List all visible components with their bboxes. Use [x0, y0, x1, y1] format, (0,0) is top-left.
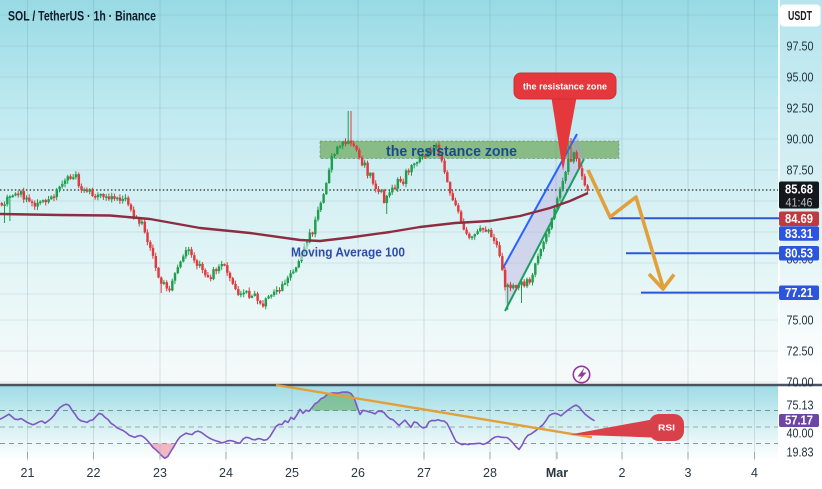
- svg-text:40.00: 40.00: [787, 427, 814, 441]
- svg-text:4: 4: [751, 466, 758, 480]
- svg-text:the resistance zone: the resistance zone: [523, 82, 607, 93]
- svg-text:90.00: 90.00: [787, 133, 814, 147]
- svg-text:the resistance zone: the resistance zone: [386, 144, 517, 160]
- svg-text:SOL / TetherUS · 1h · Binance: SOL / TetherUS · 1h · Binance: [8, 9, 156, 24]
- svg-text:75.13: 75.13: [787, 399, 814, 413]
- svg-text:25: 25: [285, 466, 299, 480]
- svg-text:97.50: 97.50: [787, 40, 814, 54]
- svg-text:83.31: 83.31: [785, 227, 813, 241]
- svg-text:RSI: RSI: [658, 423, 675, 433]
- svg-text:21: 21: [21, 466, 35, 480]
- svg-text:USDT: USDT: [788, 9, 812, 23]
- svg-text:80.53: 80.53: [785, 247, 813, 261]
- svg-text:85.68: 85.68: [785, 183, 813, 197]
- svg-text:72.50: 72.50: [787, 345, 814, 359]
- svg-text:19.83: 19.83: [787, 446, 814, 460]
- svg-text:2: 2: [619, 466, 626, 480]
- svg-text:70.00: 70.00: [787, 376, 814, 390]
- svg-text:41:46: 41:46: [786, 196, 813, 210]
- svg-text:77.21: 77.21: [785, 286, 813, 300]
- svg-text:92.50: 92.50: [787, 102, 814, 116]
- svg-text:Mar: Mar: [546, 466, 568, 480]
- svg-text:27: 27: [417, 466, 431, 480]
- svg-text:3: 3: [685, 466, 692, 480]
- svg-text:87.50: 87.50: [787, 164, 814, 178]
- svg-text:75.00: 75.00: [787, 314, 814, 328]
- svg-text:28: 28: [483, 466, 497, 480]
- svg-text:23: 23: [153, 466, 167, 480]
- svg-text:57.17: 57.17: [785, 414, 813, 428]
- svg-text:26: 26: [351, 466, 365, 480]
- svg-text:84.69: 84.69: [785, 212, 813, 226]
- svg-text:24: 24: [219, 466, 233, 480]
- svg-text:22: 22: [87, 466, 101, 480]
- svg-text:Moving Average 100: Moving Average 100: [291, 245, 405, 260]
- svg-text:95.00: 95.00: [787, 71, 814, 85]
